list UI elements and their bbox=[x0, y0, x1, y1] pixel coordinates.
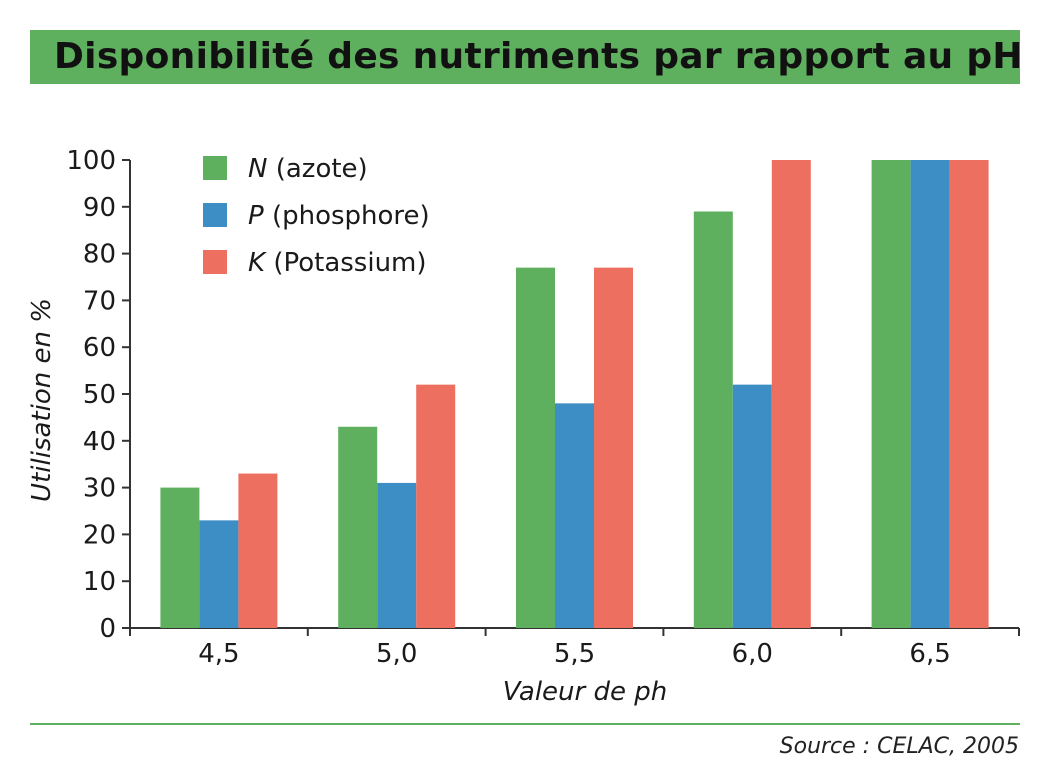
bars bbox=[160, 160, 989, 629]
y-tick-label: 10 bbox=[83, 567, 116, 597]
bar-K-5-5 bbox=[594, 267, 633, 628]
bar-P-5-0 bbox=[377, 482, 417, 628]
legend-symbol: K bbox=[248, 248, 267, 278]
y-tick-label: 100 bbox=[66, 146, 116, 176]
x-tick-label: 6,0 bbox=[732, 639, 773, 669]
legend-swatch-P bbox=[203, 203, 227, 227]
bar-K-6-0 bbox=[771, 160, 811, 628]
legend-entry-P: P (phosphore) bbox=[248, 201, 430, 231]
bar-N-5-5 bbox=[516, 267, 555, 628]
y-tick-label: 50 bbox=[83, 380, 116, 410]
legend-label: (azote) bbox=[267, 154, 367, 184]
legend-entry-N: N (azote) bbox=[248, 154, 368, 184]
x-tick-label: 6,5 bbox=[909, 639, 950, 669]
legend-entry-K: K (Potassium) bbox=[248, 248, 427, 278]
bar-N-6-5 bbox=[871, 160, 911, 628]
chart-title: Disponibilité des nutriments par rapport… bbox=[54, 36, 1023, 77]
bar-P-6-5 bbox=[910, 160, 950, 628]
title-banner: Disponibilité des nutriments par rapport… bbox=[30, 30, 1023, 84]
bar-P-6-0 bbox=[732, 384, 772, 628]
legend-symbol: P bbox=[248, 201, 264, 231]
bar-K-6-5 bbox=[949, 160, 989, 628]
y-tick-label: 0 bbox=[99, 614, 116, 644]
bar-N-6-0 bbox=[693, 211, 733, 629]
footer-rule bbox=[30, 723, 1020, 725]
y-tick-label: 40 bbox=[83, 427, 116, 457]
y-tick-label: 60 bbox=[83, 333, 116, 363]
x-tick-label: 4,5 bbox=[198, 639, 239, 669]
y-tick-label: 30 bbox=[83, 474, 116, 504]
legend-label: (phosphore) bbox=[264, 201, 430, 231]
y-tick-label: 70 bbox=[83, 286, 116, 316]
bar-K-4-5 bbox=[238, 473, 278, 628]
bar-P-4-5 bbox=[199, 520, 239, 628]
bar-N-4-5 bbox=[160, 487, 200, 628]
y-tick-label: 90 bbox=[83, 193, 116, 223]
legend: N (azote)P (phosphore)K (Potassium) bbox=[203, 154, 430, 278]
y-tick-label: 20 bbox=[83, 520, 116, 550]
y-axis-label: Utilisation en % bbox=[27, 298, 57, 502]
source-note: Source : CELAC, 2005 bbox=[779, 734, 1019, 759]
legend-swatch-N bbox=[203, 156, 227, 180]
x-axis-label: Valeur de ph bbox=[503, 677, 667, 707]
legend-symbol: N bbox=[248, 154, 267, 184]
legend-label: (Potassium) bbox=[265, 248, 426, 278]
x-tick-label: 5,5 bbox=[554, 639, 595, 669]
x-axis: 4,5 5,0 5,5 6,0 6,5 bbox=[129, 627, 1020, 669]
bar-K-5-0 bbox=[416, 384, 456, 628]
y-axis: 0 10 20 30 40 50 60 70 80 90 100 bbox=[66, 146, 131, 644]
bar-N-5-0 bbox=[338, 426, 378, 628]
legend-swatch-K bbox=[203, 250, 227, 274]
x-tick-label: 5,0 bbox=[376, 639, 417, 669]
bar-P-5-5 bbox=[555, 403, 594, 628]
y-tick-label: 80 bbox=[83, 240, 116, 270]
